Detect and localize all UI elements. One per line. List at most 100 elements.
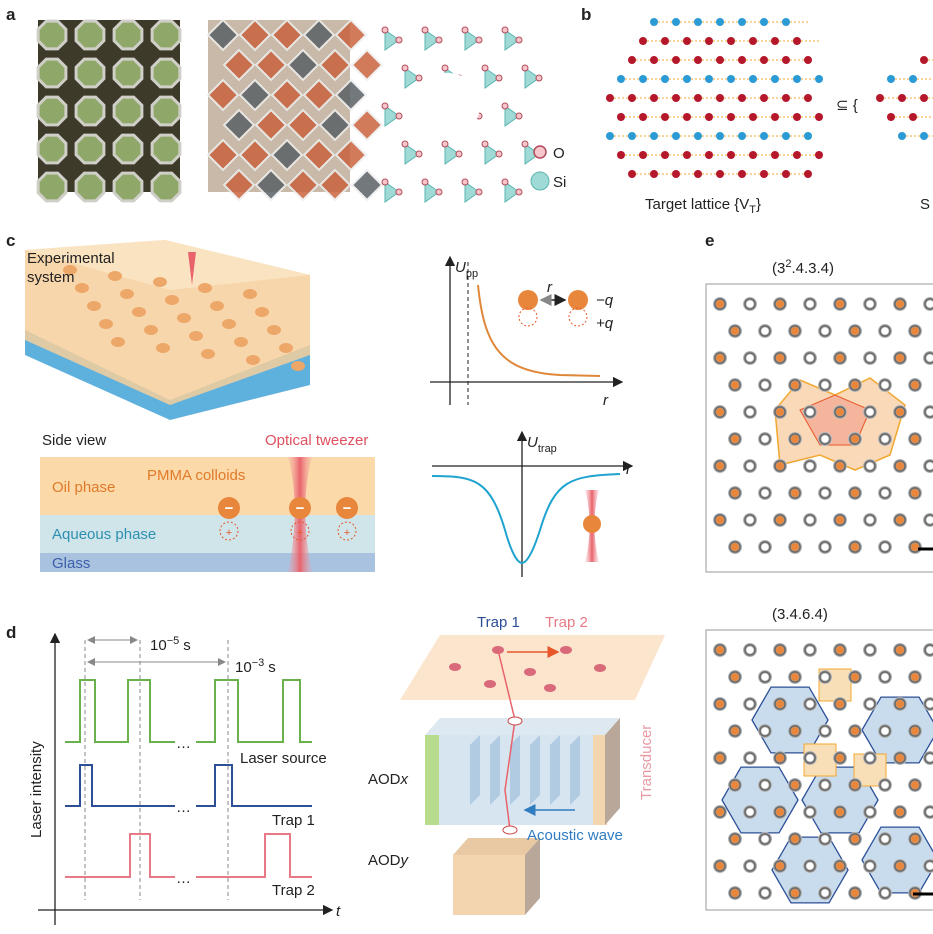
panel-d-text: … <box>176 735 191 752</box>
site <box>683 75 691 83</box>
plate <box>530 735 540 805</box>
tile <box>238 18 272 52</box>
tile <box>254 168 288 202</box>
colloid <box>156 343 170 353</box>
oxygen <box>401 140 409 148</box>
panel-labels-text: d <box>6 623 16 642</box>
floor-photo <box>208 20 350 192</box>
colloid <box>716 462 724 470</box>
colloid <box>836 754 844 762</box>
panel-d-text: Laser intensity <box>28 741 45 838</box>
colloid-ring <box>818 378 832 392</box>
site <box>672 170 680 178</box>
site <box>628 170 636 178</box>
tile <box>222 48 256 82</box>
colloid <box>776 754 784 762</box>
tile <box>222 168 256 202</box>
utrap-label-tspan: trap <box>538 443 557 455</box>
trap <box>544 684 556 692</box>
site <box>771 151 779 159</box>
long-period-tspan: −3 <box>252 657 265 669</box>
colloid <box>896 462 904 470</box>
cell-base <box>25 330 310 420</box>
site <box>804 132 812 140</box>
oxygen <box>435 188 443 196</box>
tile <box>254 108 288 142</box>
colloid <box>776 300 784 308</box>
colloid-ring <box>878 832 892 846</box>
colloid <box>836 700 844 708</box>
tile <box>206 138 240 172</box>
oxygen <box>501 178 509 186</box>
potential-curve <box>477 284 601 377</box>
site <box>749 37 757 45</box>
site <box>782 170 790 178</box>
colloid <box>776 516 784 524</box>
trap-plane <box>400 635 665 700</box>
colloid <box>791 835 799 843</box>
colloid-ring <box>923 859 933 873</box>
oxygen <box>441 140 449 148</box>
octagon <box>74 95 106 127</box>
upp-label-tspan: pp <box>466 268 478 280</box>
oxygen <box>521 140 529 148</box>
colloid-ring <box>803 405 817 419</box>
panel-a-text: Si <box>553 174 566 191</box>
panel-c-text: r <box>603 392 609 409</box>
site <box>793 75 801 83</box>
tile <box>334 78 368 112</box>
colloid-ring <box>803 351 817 365</box>
image-charge <box>337 521 357 541</box>
aody-label-tspan: AOD <box>368 852 401 869</box>
colloid-ring <box>878 378 892 392</box>
colloid <box>791 889 799 897</box>
octagon <box>74 171 106 203</box>
plate <box>470 735 480 805</box>
panel-a: O Si <box>36 18 566 203</box>
colloid-ring <box>743 513 757 527</box>
tetrahedron <box>384 181 400 203</box>
site <box>804 94 812 102</box>
utrap-label: Utrap <box>527 434 557 455</box>
octagon <box>150 133 182 165</box>
panel-c-text: Glass <box>52 555 90 572</box>
colloid <box>791 781 799 789</box>
colloid-ring <box>818 886 832 900</box>
panel-labels: a b c d e <box>6 5 714 642</box>
side-colloids: − + − + − + <box>218 497 358 541</box>
colloid-ring <box>818 778 832 792</box>
tetrahedron <box>424 29 440 51</box>
colloid <box>911 327 919 335</box>
colloid-ring <box>863 459 877 473</box>
colloid-ring <box>743 859 757 873</box>
colloid-ring <box>818 432 832 446</box>
site <box>898 94 906 102</box>
octagon <box>112 171 144 203</box>
trap-curve <box>431 473 621 565</box>
utrap-label-tspan: U <box>527 434 538 451</box>
colloid <box>851 727 859 735</box>
image-charge <box>568 307 588 327</box>
colloid <box>776 646 784 654</box>
site <box>898 132 906 140</box>
colloid-ring <box>758 486 772 500</box>
colloid <box>731 435 739 443</box>
colloid-ring <box>758 832 772 846</box>
site <box>650 170 658 178</box>
long-period: 10−3 s <box>235 657 276 676</box>
octagon <box>150 95 182 127</box>
tetrahedron <box>504 29 520 51</box>
colloid <box>911 489 919 497</box>
panel-d-text: … <box>176 799 191 816</box>
laser-path <box>497 649 516 831</box>
colloid <box>716 646 724 654</box>
colloid <box>246 355 260 365</box>
panel-c-text: system <box>27 269 75 286</box>
colloid <box>716 354 724 362</box>
site <box>760 94 768 102</box>
site <box>606 94 614 102</box>
colloid <box>791 727 799 735</box>
colloid <box>896 354 904 362</box>
site <box>804 170 812 178</box>
colloid-ring <box>758 432 772 446</box>
